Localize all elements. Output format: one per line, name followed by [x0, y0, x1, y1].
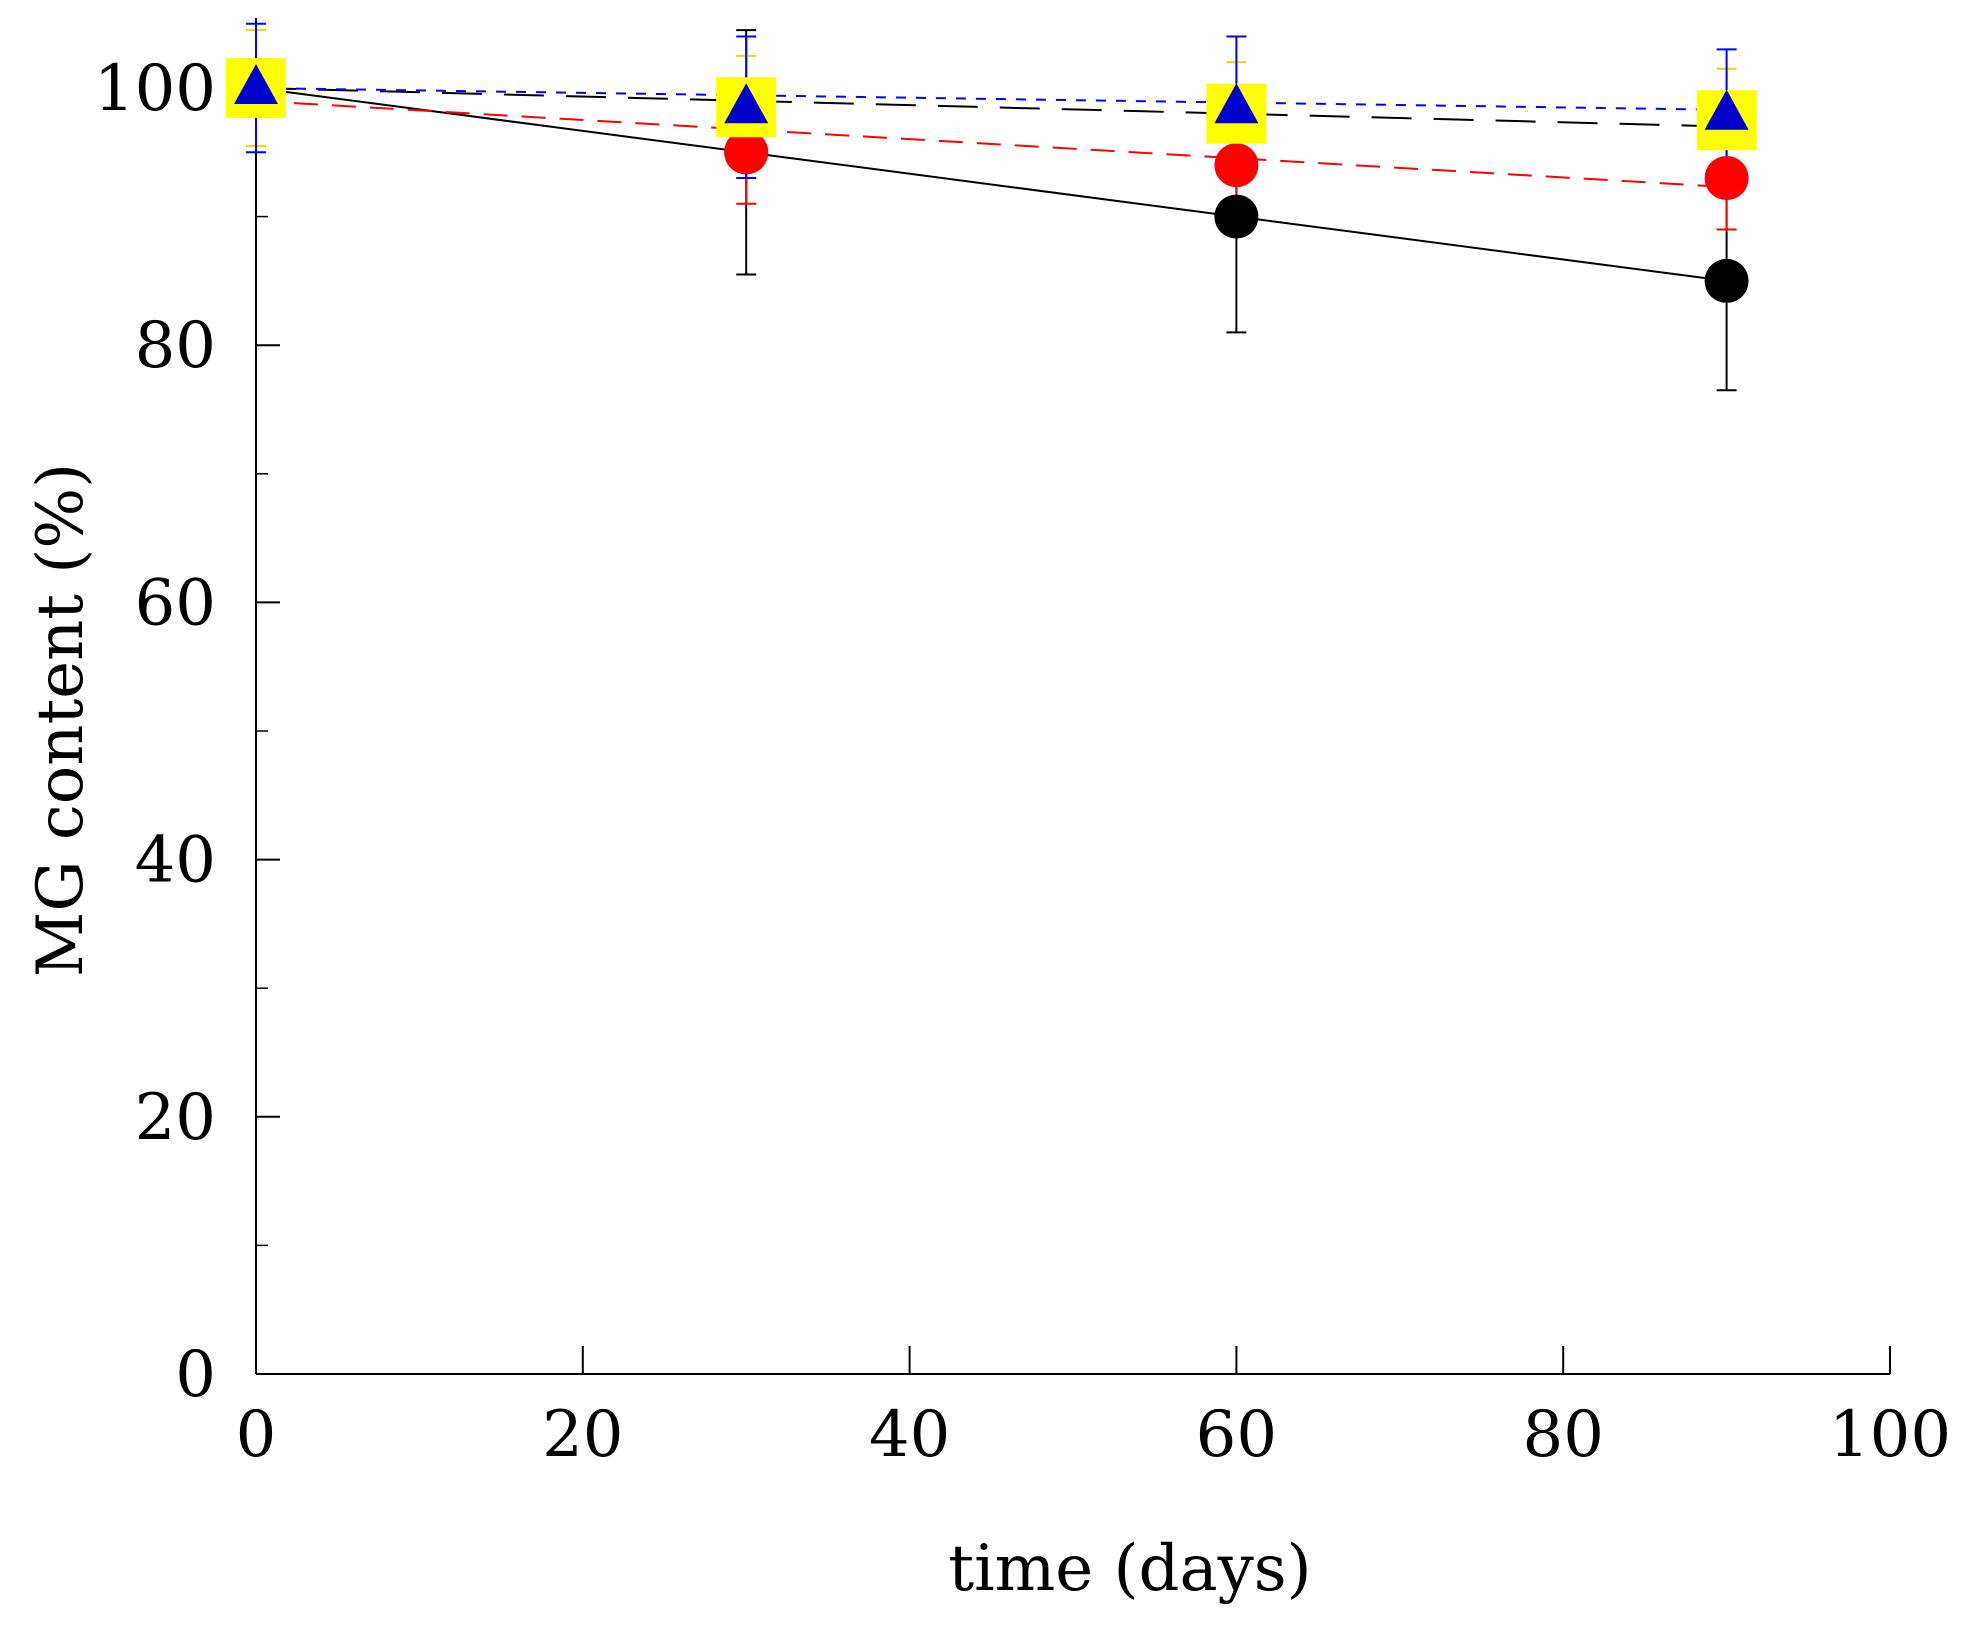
x-tick-label: 100 [1829, 1398, 1951, 1472]
x-tick-label: 0 [236, 1398, 277, 1472]
blue-triangles-fit-line [255, 87, 1727, 111]
y-tick-label: 60 [135, 566, 216, 640]
y-tick-label: 80 [135, 309, 216, 383]
red-circles-point [1214, 143, 1259, 188]
y-tick-label: 0 [175, 1338, 216, 1412]
axes: 0 20 40 60 80 100 0 20 40 60 80 100 [94, 18, 1951, 1472]
blue-triangles-point [724, 83, 769, 124]
blue-triangles-point [1704, 89, 1749, 130]
y-tick-label: 20 [135, 1081, 216, 1155]
blue-triangles-point [234, 64, 278, 104]
black-circles-point [1214, 194, 1259, 239]
red-circles-fit-line [255, 99, 1727, 189]
x-tick-label: 80 [1522, 1398, 1603, 1472]
x-tick-label: 60 [1196, 1398, 1277, 1472]
error-bars [246, 22, 1737, 392]
x-axis-label: time (days) [948, 1532, 1311, 1606]
black-circles-fit-line [255, 87, 1727, 282]
blue-triangles-point [1214, 83, 1259, 124]
red-circles-point [1704, 156, 1749, 201]
black-circles-point [1704, 258, 1749, 303]
red-circles-point [724, 130, 769, 175]
y-tick-label: 40 [135, 824, 216, 898]
data-markers [226, 58, 1757, 303]
fit-lines [255, 87, 1727, 282]
y-tick-label: 100 [94, 52, 216, 126]
yellow-squares-fit-line [255, 87, 1727, 128]
x-tick-label: 40 [869, 1398, 950, 1472]
y-axis-label: MG content (%) [24, 463, 98, 977]
x-tick-label: 20 [542, 1398, 623, 1472]
